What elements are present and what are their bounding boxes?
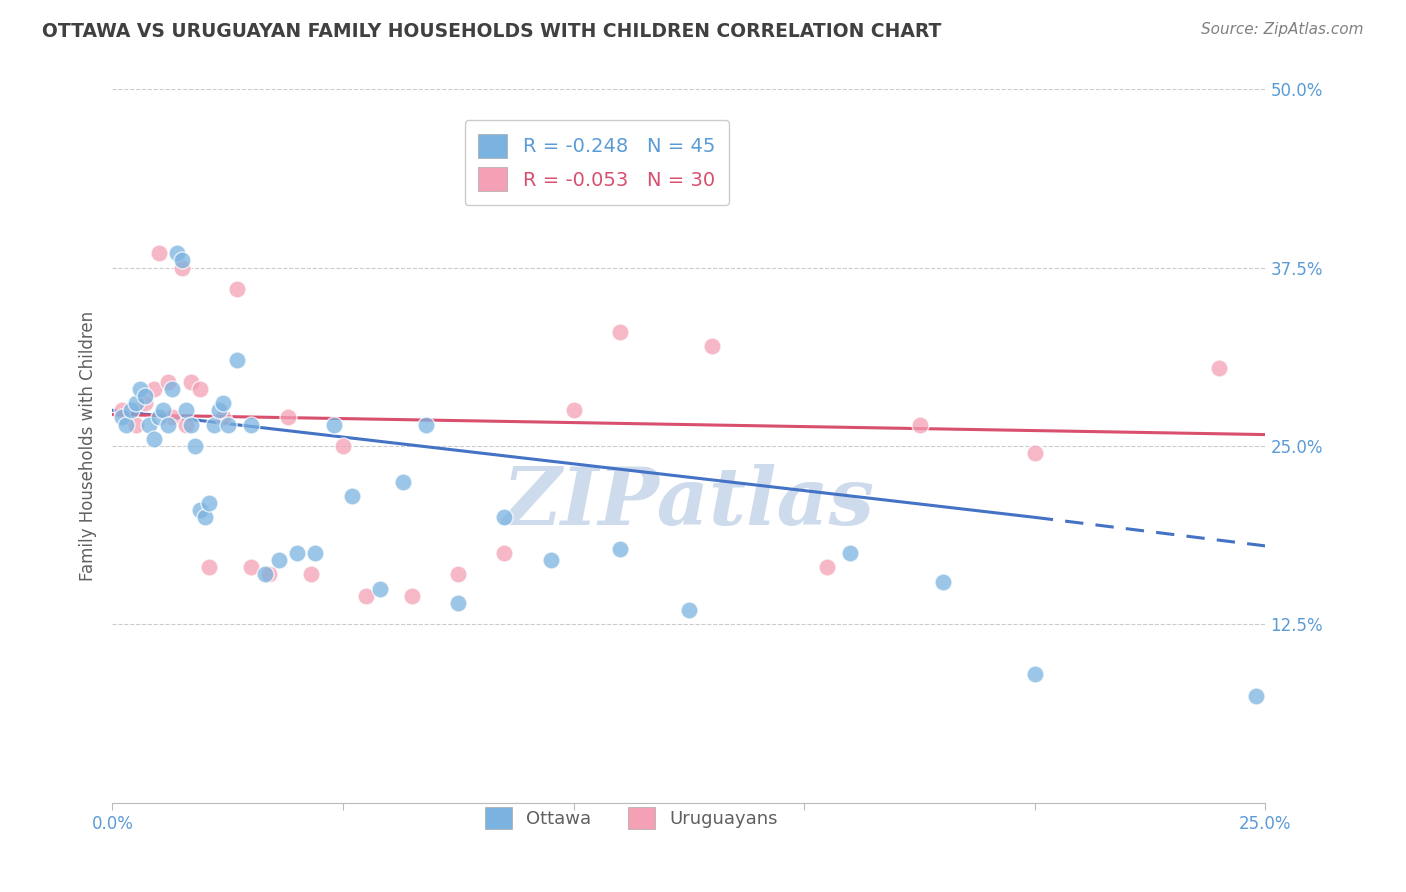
Point: [277, 410, 299, 425]
Point: [162, 382, 184, 396]
Point: [332, 439, 354, 453]
Point: [494, 510, 516, 524]
Point: [184, 439, 207, 453]
Point: [148, 410, 170, 425]
Point: [447, 567, 470, 582]
Point: [678, 603, 700, 617]
Point: [392, 475, 415, 489]
Point: [156, 417, 179, 432]
Point: [609, 541, 631, 556]
Text: Source: ZipAtlas.com: Source: ZipAtlas.com: [1201, 22, 1364, 37]
Point: [322, 417, 344, 432]
Point: [124, 417, 146, 432]
Text: OTTAWA VS URUGUAYAN FAMILY HOUSEHOLDS WITH CHILDREN CORRELATION CHART: OTTAWA VS URUGUAYAN FAMILY HOUSEHOLDS WI…: [42, 22, 942, 41]
Point: [198, 496, 221, 510]
Point: [562, 403, 585, 417]
Point: [207, 403, 229, 417]
Point: [226, 353, 249, 368]
Point: [162, 410, 184, 425]
Point: [540, 553, 562, 567]
Point: [1244, 689, 1267, 703]
Point: [174, 403, 197, 417]
Point: [259, 567, 281, 582]
Point: [194, 510, 217, 524]
Point: [111, 410, 134, 425]
Point: [115, 417, 138, 432]
Point: [111, 403, 134, 417]
Point: [908, 417, 931, 432]
Point: [170, 253, 193, 268]
Point: [134, 389, 156, 403]
Point: [1208, 360, 1230, 375]
Point: [124, 396, 146, 410]
Point: [1024, 446, 1046, 460]
Point: [285, 546, 308, 560]
Point: [1024, 667, 1046, 681]
Point: [156, 375, 179, 389]
Point: [148, 246, 170, 260]
Point: [152, 403, 174, 417]
Point: [815, 560, 838, 574]
Point: [415, 417, 437, 432]
Point: [134, 396, 156, 410]
Point: [198, 560, 221, 574]
Point: [700, 339, 723, 353]
Text: ZIPatlas: ZIPatlas: [503, 465, 875, 541]
Point: [143, 432, 166, 446]
Point: [700, 125, 723, 139]
Point: [180, 375, 202, 389]
Point: [217, 417, 239, 432]
Point: [143, 382, 166, 396]
Point: [166, 246, 188, 260]
Point: [839, 546, 862, 560]
Point: [188, 382, 211, 396]
Point: [180, 417, 202, 432]
Point: [120, 403, 142, 417]
Point: [447, 596, 470, 610]
Point: [304, 546, 326, 560]
Point: [267, 553, 290, 567]
Point: [342, 489, 364, 503]
Point: [609, 325, 631, 339]
Point: [253, 567, 276, 582]
Point: [239, 417, 262, 432]
Point: [401, 589, 423, 603]
Point: [368, 582, 391, 596]
Point: [212, 396, 235, 410]
Point: [129, 382, 152, 396]
Y-axis label: Family Households with Children: Family Households with Children: [79, 311, 97, 581]
Point: [226, 282, 249, 296]
Point: [299, 567, 322, 582]
Point: [188, 503, 211, 517]
Point: [239, 560, 262, 574]
Point: [170, 260, 193, 275]
Point: [138, 417, 160, 432]
Point: [202, 417, 225, 432]
Point: [174, 417, 197, 432]
Point: [494, 546, 516, 560]
Legend: Ottawa, Uruguayans: Ottawa, Uruguayans: [478, 800, 785, 837]
Point: [212, 410, 235, 425]
Point: [354, 589, 377, 603]
Point: [931, 574, 953, 589]
